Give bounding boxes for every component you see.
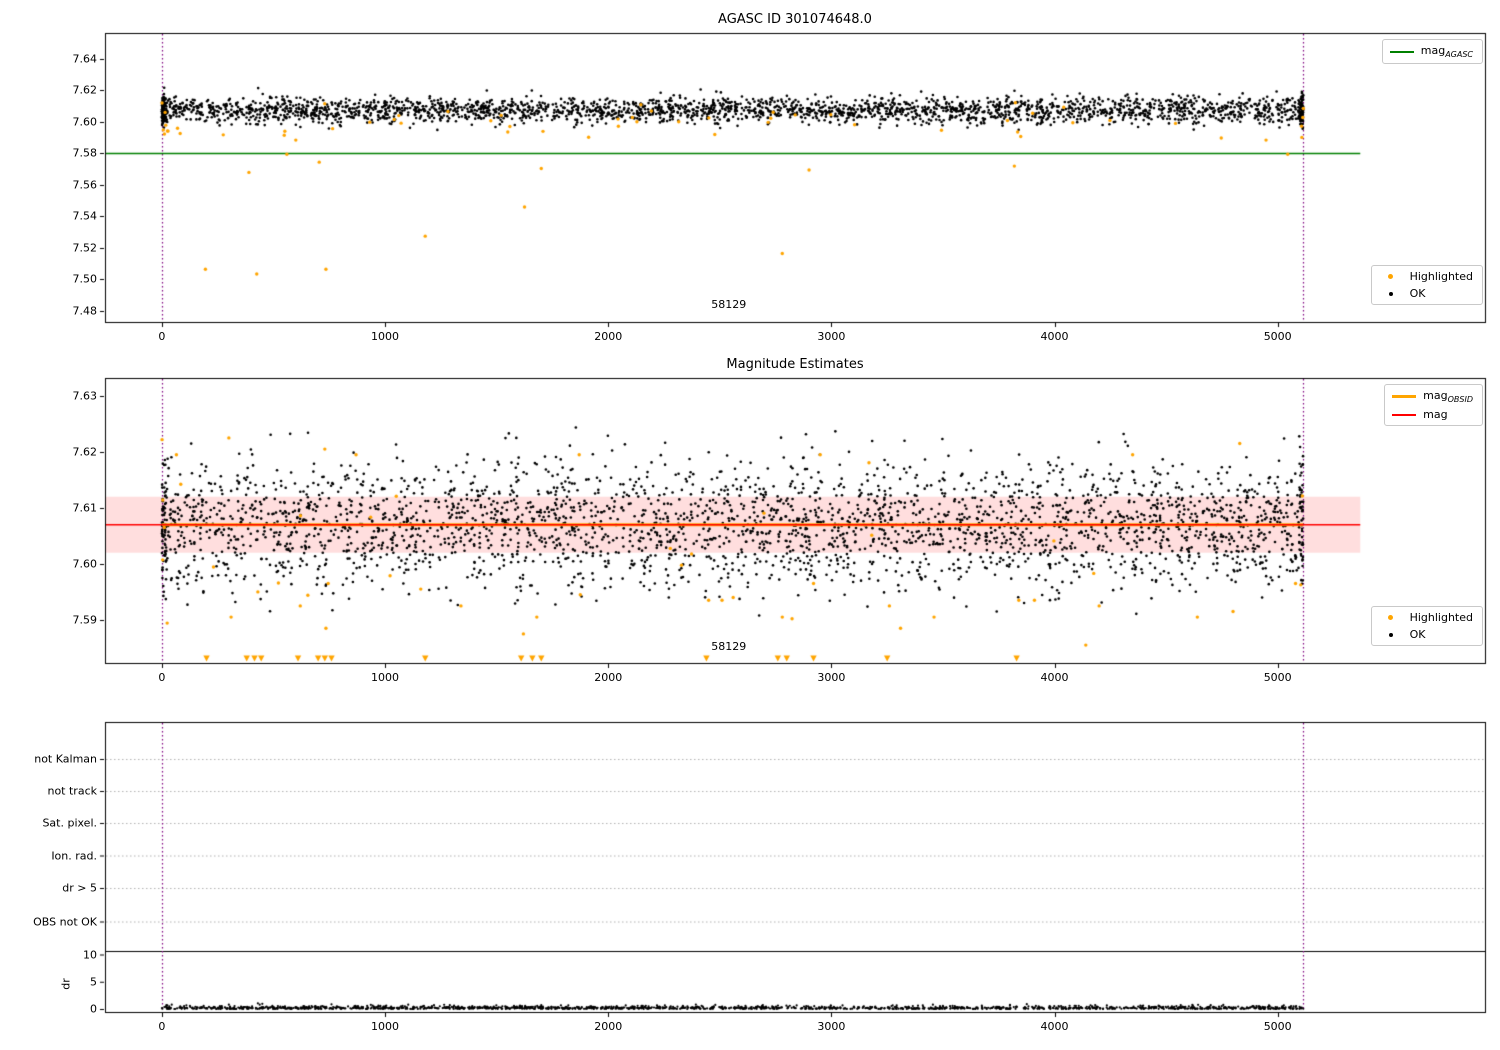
legend-entry-ok: OK xyxy=(1379,287,1473,300)
highlighted-dot-swatch xyxy=(1379,615,1403,620)
legend-label-mag: mag xyxy=(1423,408,1447,421)
plot3-dr-axis-label: dr xyxy=(60,978,73,990)
plot2-ytick-label: 7.61 xyxy=(73,501,98,514)
ok-dot-swatch xyxy=(1379,633,1403,637)
ok-dot-swatch xyxy=(1379,292,1403,296)
legend-entry-highlighted: Highlighted xyxy=(1379,611,1473,624)
plots-canvas xyxy=(0,0,1500,1050)
plot1-title: AGASC ID 301074648.0 xyxy=(718,12,872,27)
plot3-flag-label: Sat. pixel. xyxy=(42,817,97,830)
plot1-xtick-label: 5000 xyxy=(1264,330,1292,343)
plot1-ytick-label: 7.50 xyxy=(73,273,98,286)
plot1-ytick-label: 7.64 xyxy=(73,52,98,65)
legend-entry-mag-agasc: magAGASC xyxy=(1390,44,1473,59)
plot3-xtick-label: 2000 xyxy=(594,1020,622,1033)
plot1-legend-mag-agasc: magAGASC xyxy=(1382,39,1483,64)
plot2-ytick-label: 7.62 xyxy=(73,445,98,458)
plot1-ytick-label: 7.62 xyxy=(73,84,98,97)
plot2-xtick-label: 2000 xyxy=(594,671,622,684)
plot1-ytick-label: 7.60 xyxy=(73,115,98,128)
legend-entry-highlighted: Highlighted xyxy=(1379,270,1473,283)
legend-label-highlighted: Highlighted xyxy=(1410,270,1473,283)
plot2-xtick-label: 4000 xyxy=(1041,671,1069,684)
plot3-xtick-label: 3000 xyxy=(817,1020,845,1033)
legend-entry-ok: OK xyxy=(1379,628,1473,641)
plot1-legend-points: Highlighted OK xyxy=(1371,265,1483,305)
legend-label-ok: OK xyxy=(1410,628,1426,641)
legend-label-highlighted: Highlighted xyxy=(1410,611,1473,624)
legend-label-mag-agasc: magAGASC xyxy=(1421,44,1473,59)
plot2-legend-lines: magOBSID mag xyxy=(1384,384,1483,426)
plot3-dr-tick-label: 5 xyxy=(90,975,97,988)
plot1-ytick-label: 7.54 xyxy=(73,210,98,223)
plot1-ytick-label: 7.52 xyxy=(73,241,98,254)
plot2-ytick-label: 7.59 xyxy=(73,613,98,626)
plot1-obsid-annotation: 58129 xyxy=(711,298,746,311)
plot3-xtick-label: 5000 xyxy=(1264,1020,1292,1033)
figure: AGASC ID 301074648.0 Magnitude Estimates… xyxy=(0,0,1500,1050)
legend-entry-mag: mag xyxy=(1392,408,1473,421)
plot3-flag-label: OBS not OK xyxy=(33,915,97,928)
plot1-xtick-label: 2000 xyxy=(594,330,622,343)
plot2-ytick-label: 7.60 xyxy=(73,557,98,570)
plot2-xtick-label: 3000 xyxy=(817,671,845,684)
plot2-obsid-annotation: 58129 xyxy=(711,640,746,653)
plot3-dr-tick-label: 0 xyxy=(90,1003,97,1016)
legend-label-mag-obsid: magOBSID xyxy=(1423,389,1473,404)
plot3-flag-label: dr > 5 xyxy=(62,882,97,895)
plot3-flag-label: not Kalman xyxy=(34,753,97,766)
plot2-ytick-label: 7.63 xyxy=(73,389,98,402)
plot2-xtick-label: 5000 xyxy=(1264,671,1292,684)
plot3-xtick-label: 0 xyxy=(158,1020,165,1033)
plot2-legend-points: Highlighted OK xyxy=(1371,606,1483,646)
mag-agasc-line-swatch xyxy=(1390,51,1414,53)
plot3-flag-label: Ion. rad. xyxy=(51,849,97,862)
plot1-xtick-label: 1000 xyxy=(371,330,399,343)
plot3-dr-tick-label: 10 xyxy=(83,948,97,961)
plot3-xtick-label: 4000 xyxy=(1041,1020,1069,1033)
plot1-ytick-label: 7.58 xyxy=(73,147,98,160)
legend-entry-mag-obsid: magOBSID xyxy=(1392,389,1473,404)
highlighted-dot-swatch xyxy=(1379,274,1403,279)
plot1-ytick-label: 7.48 xyxy=(73,304,98,317)
legend-label-ok: OK xyxy=(1410,287,1426,300)
plot1-xtick-label: 0 xyxy=(158,330,165,343)
plot2-xtick-label: 0 xyxy=(158,671,165,684)
plot2-title: Magnitude Estimates xyxy=(726,357,863,372)
plot1-xtick-label: 3000 xyxy=(817,330,845,343)
mag-obsid-line-swatch xyxy=(1392,395,1416,398)
plot3-xtick-label: 1000 xyxy=(371,1020,399,1033)
plot3-flag-label: not track xyxy=(47,785,97,798)
plot1-ytick-label: 7.56 xyxy=(73,178,98,191)
plot2-xtick-label: 1000 xyxy=(371,671,399,684)
mag-line-swatch xyxy=(1392,414,1416,416)
plot1-xtick-label: 4000 xyxy=(1041,330,1069,343)
